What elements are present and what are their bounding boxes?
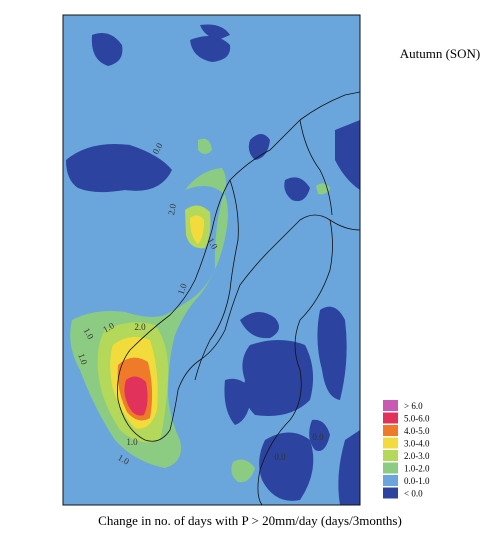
contour-1-2 <box>198 138 212 154</box>
legend-label: 5.0-6.0 <box>404 414 430 424</box>
caption: Change in no. of days with P > 20mm/day … <box>98 513 402 528</box>
legend-label: 1.0-2.0 <box>404 464 430 474</box>
contour-label: 0.0 <box>312 432 324 442</box>
contour-label: 1.0 <box>76 352 89 366</box>
contour-1-2 <box>231 459 255 483</box>
legend-label: > 6.0 <box>404 401 423 411</box>
legend-swatch <box>383 400 398 411</box>
legend-swatch <box>383 450 398 461</box>
coastlines <box>117 91 360 505</box>
legend-label: 0.0-1.0 <box>404 476 430 486</box>
contour-label: 2.0 <box>166 203 178 216</box>
legend-swatch <box>383 437 398 449</box>
legend-swatch <box>383 487 398 499</box>
legend-label: 3.0-4.0 <box>404 439 430 449</box>
contour-3-4 <box>190 215 204 244</box>
legend-swatch <box>383 425 398 436</box>
negative-areas <box>66 24 360 505</box>
legend-swatch <box>383 462 398 474</box>
contour-label: 1.0 <box>126 437 138 447</box>
map-frame <box>62 14 361 506</box>
contour-label: 2.0 <box>134 322 146 332</box>
legend-label: 4.0-5.0 <box>404 426 430 436</box>
contour-5-6 <box>124 376 148 416</box>
contour-label: 0.0 <box>274 452 286 462</box>
legend-label: 2.0-3.0 <box>404 451 430 461</box>
map: 0.01.0 1.0 2.01.01.01.02.01.00.00.01.0 <box>62 14 361 506</box>
contour-label: 1.0 <box>176 282 189 296</box>
legend-swatch <box>383 412 398 424</box>
legend-swatch <box>383 475 398 486</box>
legend: > 6.0 5.0-6.0 4.0-5.0 3.0-4.0 2.0-3.0 1.0-2.0… <box>383 400 430 499</box>
title: Autumn (SON) <box>400 46 481 61</box>
legend-label: < 0.0 <box>404 489 423 499</box>
